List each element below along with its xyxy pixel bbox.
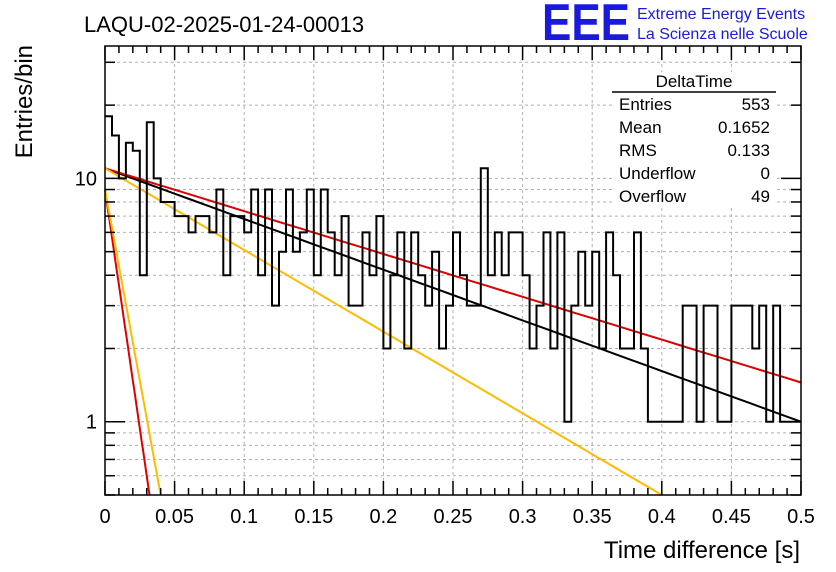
chart-title: LAQU-02-2025-01-24-00013: [84, 12, 364, 37]
x-tick-label: 0.1: [230, 506, 258, 528]
fit-line: [104, 189, 162, 496]
stats-row-label: Mean: [619, 118, 662, 137]
x-tick-label: 0.4: [648, 506, 676, 528]
stats-row-value: 0: [761, 164, 770, 183]
x-tick-label: 0.05: [155, 506, 194, 528]
stats-box: DeltaTime Entries 553 Mean 0.1652 RMS 0.133 Un…: [612, 72, 776, 208]
stats-row-label: Underflow: [619, 164, 696, 183]
stats-box-background: [612, 72, 776, 208]
stats-row-label: Entries: [619, 95, 672, 114]
fit-line: [104, 189, 151, 496]
x-tick-label: 0.45: [712, 506, 751, 528]
stats-rows: Entries 553 Mean 0.1652 RMS 0.133 Underflow 0 Ov…: [619, 95, 770, 206]
y-tick-label: 1: [86, 412, 97, 434]
logo-line-1: Extreme Energy Events: [637, 6, 805, 23]
x-tick-label: 0.25: [434, 506, 473, 528]
stats-row-value: 49: [751, 187, 770, 206]
tick-labels: 0 0.05 0.1 0.15 0.2 0.25 0.3 0.35 0.4 0.45 0.5 1 10: [75, 168, 815, 528]
axis-ticks: [104, 46, 802, 496]
stats-title: DeltaTime: [656, 72, 733, 91]
y-axis-title: Entries/bin: [11, 45, 38, 158]
x-tick-label: 0.15: [294, 506, 333, 528]
stats-row-label: Overflow: [619, 187, 687, 206]
stats-row-value: 0.133: [727, 141, 770, 160]
x-tick-label: 0.5: [787, 506, 815, 528]
x-tick-label: 0.2: [369, 506, 397, 528]
histogram-outline: [105, 115, 801, 423]
stats-row-value: 0.1652: [718, 118, 770, 137]
logo-line-2: La Scienza nelle Scuole: [637, 26, 808, 43]
x-tick-label: 0.3: [509, 506, 537, 528]
stats-row-value: 553: [742, 95, 770, 114]
x-axis-title: Time difference [s]: [604, 537, 800, 564]
x-tick-label: 0.35: [573, 506, 612, 528]
x-tick-label: 0: [99, 506, 110, 528]
y-tick-label: 10: [75, 168, 97, 190]
eee-logo: EEE Extreme Energy Events La Scienza nel…: [542, 0, 808, 52]
logo-eee-text: EEE: [542, 0, 630, 52]
stats-row-label: RMS: [619, 141, 657, 160]
